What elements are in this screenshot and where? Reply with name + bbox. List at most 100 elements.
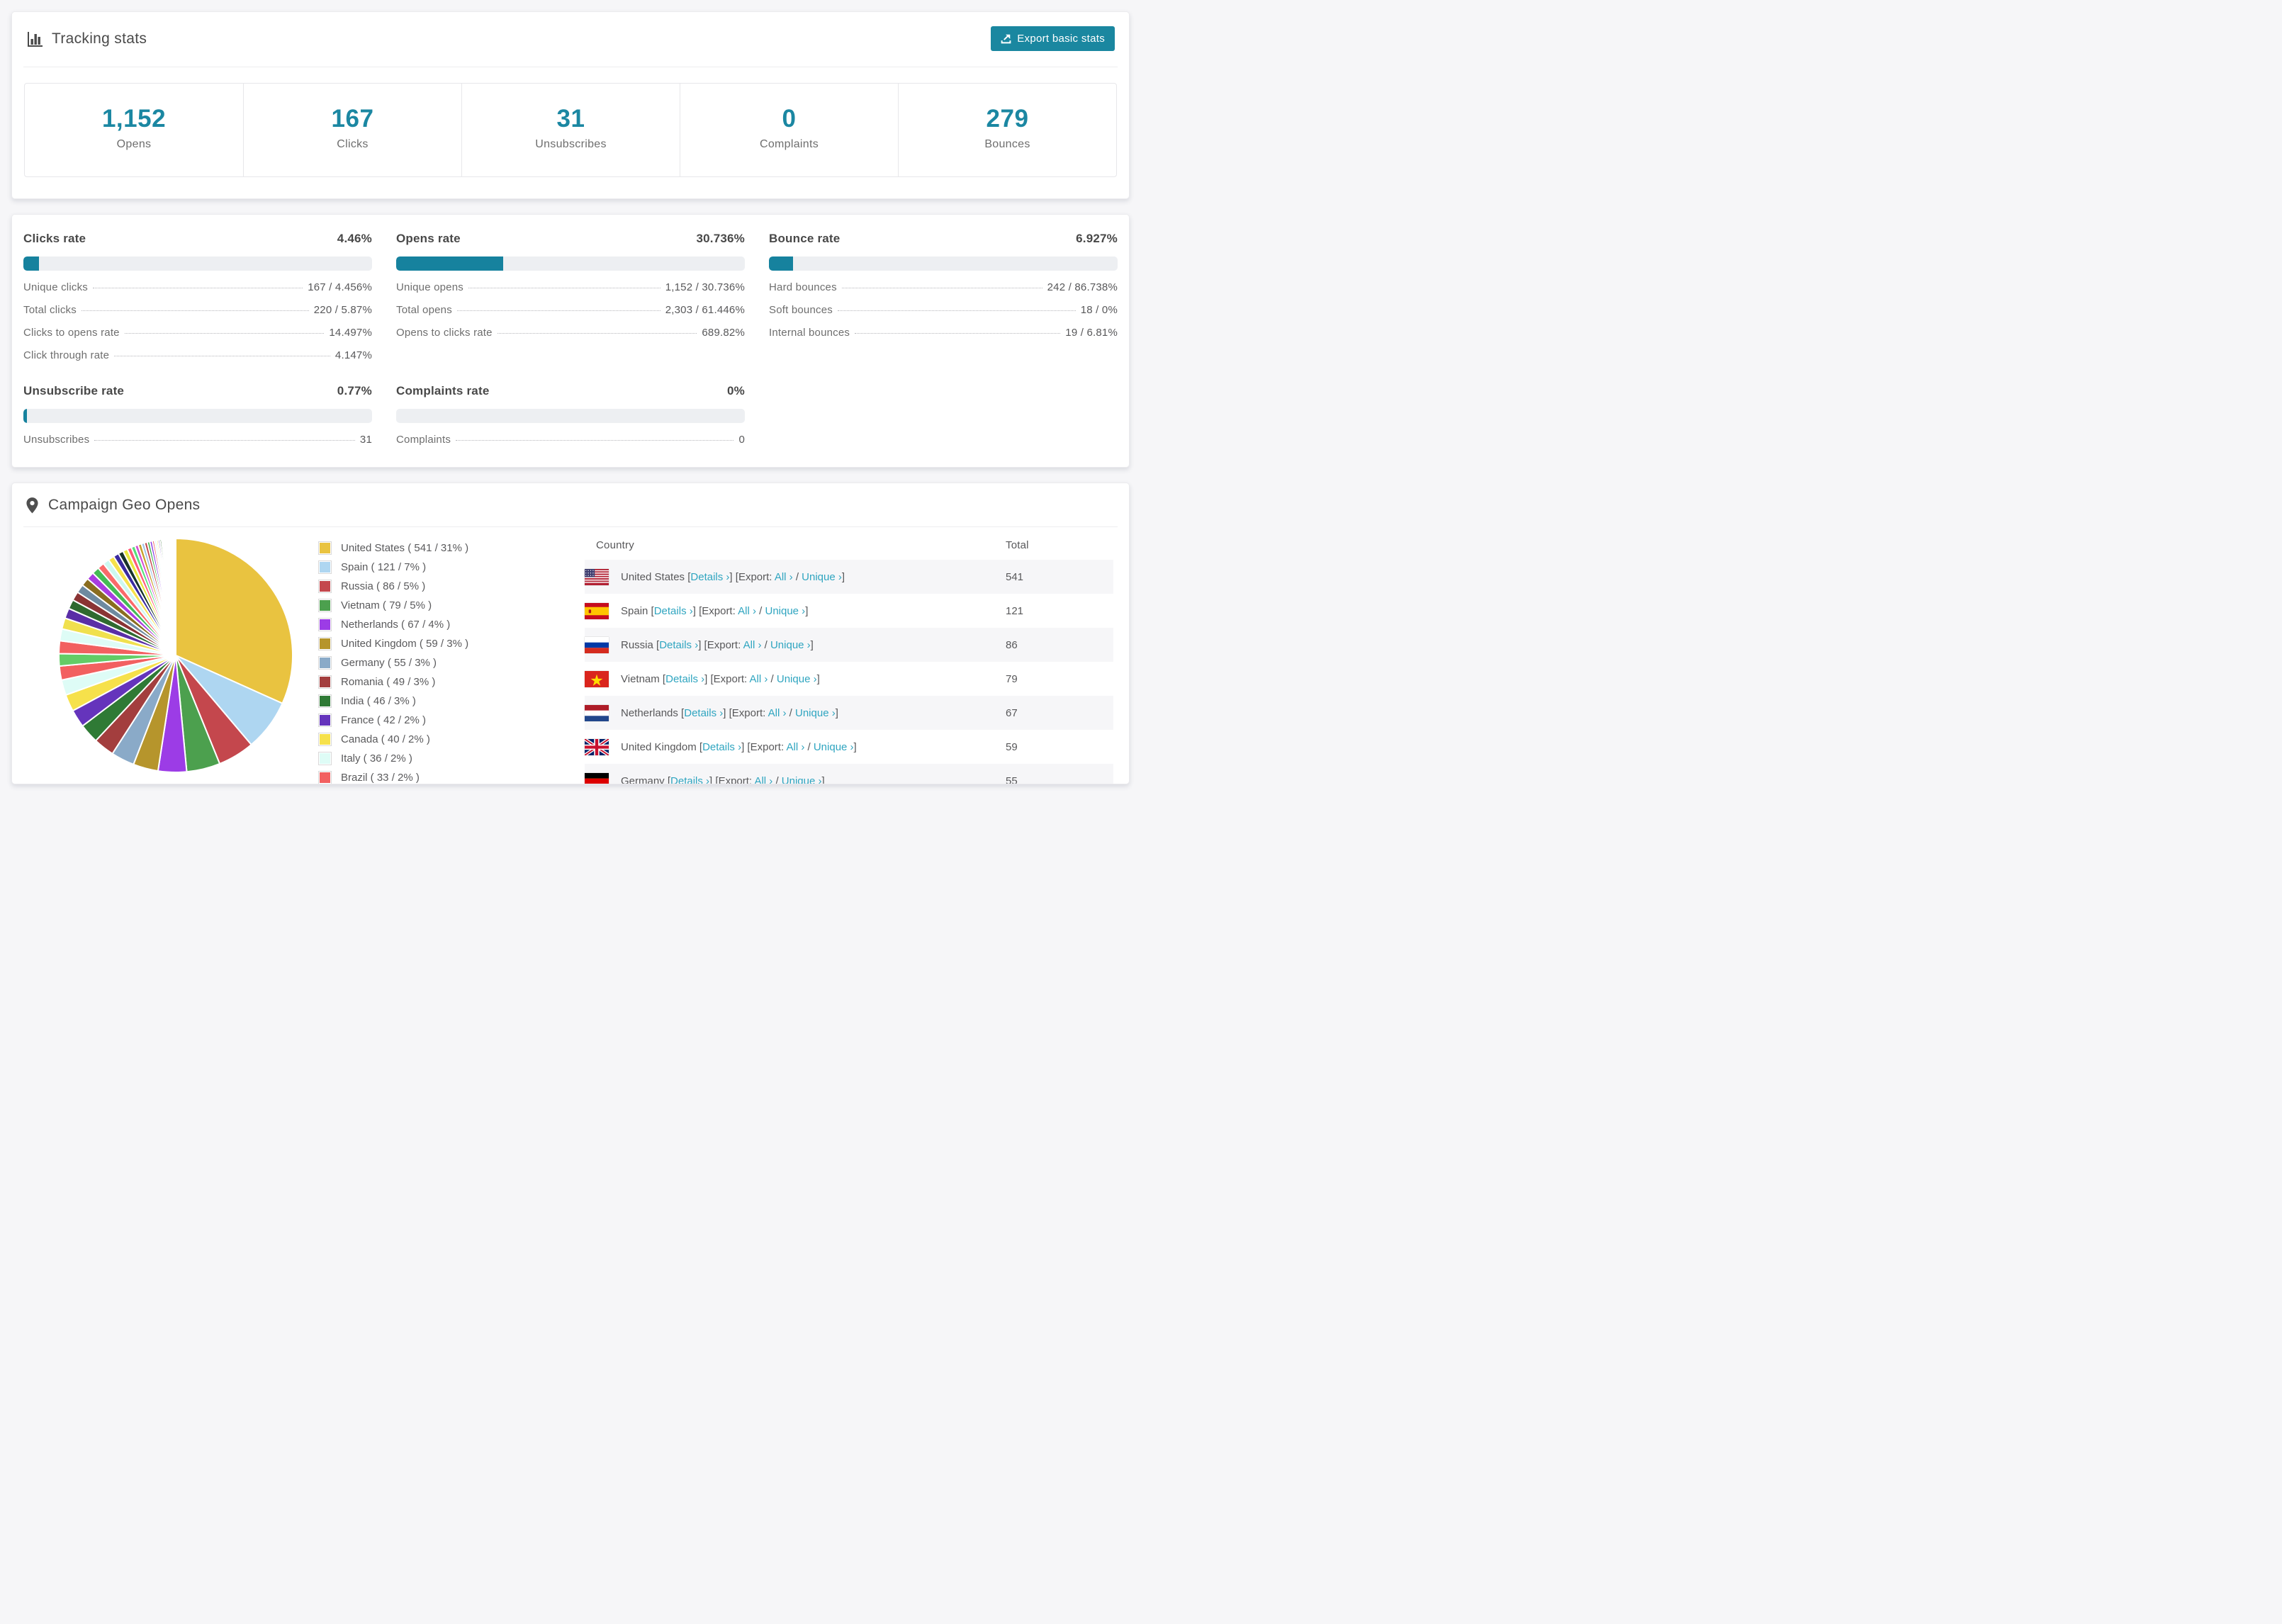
progress-fill bbox=[769, 256, 794, 271]
legend-item: Vietnam ( 79 / 5% ) bbox=[320, 596, 505, 615]
details-link[interactable]: Details › bbox=[653, 604, 693, 617]
legend-item: Russia ( 86 / 5% ) bbox=[320, 577, 505, 596]
rate-row: Total opens 2,303 / 61.446% bbox=[396, 304, 745, 316]
export-all-link[interactable]: All › bbox=[743, 638, 762, 651]
progress-fill bbox=[23, 409, 27, 423]
legend-item: Romania ( 49 / 3% ) bbox=[320, 672, 505, 692]
export-icon bbox=[1001, 33, 1011, 44]
campaign-geo-opens-card: Campaign Geo Opens United States ( 541 /… bbox=[11, 483, 1130, 784]
export-all-link[interactable]: All › bbox=[749, 672, 768, 685]
export-all-link[interactable]: All › bbox=[738, 604, 756, 617]
export-unique-link[interactable]: Unique › bbox=[776, 672, 817, 685]
export-label: Export: bbox=[750, 740, 785, 753]
export-all-link[interactable]: All › bbox=[786, 740, 805, 753]
rate-row: Total clicks 220 / 5.87% bbox=[23, 304, 372, 316]
summary-stats-grid: 1,152 Opens 167 Clicks 31 Unsubscribes 0 Compla… bbox=[24, 83, 1117, 177]
rate-row: Clicks to opens rate 14.497% bbox=[23, 327, 372, 339]
export-unique-link[interactable]: Unique › bbox=[765, 604, 806, 617]
legend-item: France ( 42 / 2% ) bbox=[320, 711, 505, 730]
stat-value: 167 bbox=[331, 105, 374, 132]
dotted-leader bbox=[497, 333, 697, 334]
export-basic-stats-button[interactable]: Export basic stats bbox=[991, 26, 1115, 51]
stat-label: Opens bbox=[116, 138, 152, 150]
legend-label: France ( 42 / 2% ) bbox=[341, 714, 427, 726]
rate-row: Click through rate 4.147% bbox=[23, 349, 372, 361]
rate-row: Unique opens 1,152 / 30.736% bbox=[396, 281, 745, 293]
export-unique-link[interactable]: Unique › bbox=[770, 638, 811, 651]
legend-item: India ( 46 / 3% ) bbox=[320, 692, 505, 711]
dotted-leader bbox=[124, 333, 325, 334]
legend-label: Vietnam ( 79 / 5% ) bbox=[341, 599, 432, 611]
rate-row-value: 167 / 4.456% bbox=[308, 281, 372, 293]
rate-row-label: Total clicks bbox=[23, 304, 77, 316]
export-unique-link[interactable]: Unique › bbox=[795, 706, 836, 719]
rate-row-value: 0 bbox=[738, 434, 745, 446]
rate-title: Unsubscribe rate bbox=[23, 384, 125, 397]
export-label: Export: bbox=[731, 706, 766, 719]
legend-item: United Kingdom ( 59 / 3% ) bbox=[320, 634, 505, 653]
legend-label: Brazil ( 33 / 2% ) bbox=[341, 772, 420, 784]
stat-label: Complaints bbox=[759, 138, 819, 150]
rate-row-value: 19 / 6.81% bbox=[1065, 327, 1118, 339]
export-unique-link[interactable]: Unique › bbox=[781, 774, 822, 784]
export-label: Export: bbox=[713, 672, 748, 685]
country-name: United Kingdom bbox=[621, 740, 697, 753]
dotted-leader bbox=[456, 440, 734, 441]
export-all-link[interactable]: All › bbox=[768, 706, 787, 719]
legend-item: Netherlands ( 67 / 4% ) bbox=[320, 615, 505, 634]
stat-label: Unsubscribes bbox=[535, 138, 607, 150]
export-label: Export: bbox=[738, 570, 772, 583]
stat-label: Clicks bbox=[337, 138, 369, 150]
rate-value: 30.736% bbox=[696, 232, 745, 245]
details-link[interactable]: Details › bbox=[702, 740, 742, 753]
rate-title: Bounce rate bbox=[769, 232, 841, 245]
legend-swatch bbox=[320, 715, 330, 726]
column-header-total: Total bbox=[1006, 538, 1029, 551]
legend-label: Romania ( 49 / 3% ) bbox=[341, 676, 436, 688]
ru-flag-icon bbox=[585, 636, 609, 653]
geo-table-header: Country Total bbox=[585, 530, 1113, 560]
rate-row-value: 4.147% bbox=[335, 349, 372, 361]
legend-label: Germany ( 55 / 3% ) bbox=[341, 657, 437, 669]
rate-title: Opens rate bbox=[396, 232, 461, 245]
country-name: Germany bbox=[621, 774, 665, 784]
details-link[interactable]: Details › bbox=[670, 774, 710, 784]
export-label: Export: bbox=[718, 774, 753, 784]
geo-table: Country Total United States [Details ›] … bbox=[585, 530, 1113, 784]
legend-label: Netherlands ( 67 / 4% ) bbox=[341, 619, 451, 631]
geo-table-row: Germany [Details ›] [Export: All › / Uni… bbox=[585, 764, 1113, 784]
legend-item: Italy ( 36 / 2% ) bbox=[320, 749, 505, 768]
gb-flag-icon bbox=[585, 738, 609, 755]
rate-row-label: Unsubscribes bbox=[23, 434, 90, 446]
legend-swatch bbox=[320, 696, 330, 706]
rate-value: 0.77% bbox=[337, 384, 372, 397]
es-flag-icon bbox=[585, 602, 609, 619]
legend-swatch bbox=[320, 753, 330, 764]
details-link[interactable]: Details › bbox=[665, 672, 705, 685]
legend-item: United States ( 541 / 31% ) bbox=[320, 538, 505, 558]
stat-bounces: 279 Bounces bbox=[898, 84, 1116, 176]
progress-track bbox=[396, 256, 745, 271]
stat-unsubscribes: 31 Unsubscribes bbox=[461, 84, 680, 176]
legend-swatch bbox=[320, 562, 330, 573]
rate-panel-clicks-rate: Clicks rate 4.46% Unique clicks 167 / 4.456… bbox=[23, 232, 372, 361]
rate-row-label: Click through rate bbox=[23, 349, 110, 361]
rate-row-value: 18 / 0% bbox=[1080, 304, 1118, 316]
details-link[interactable]: Details › bbox=[659, 638, 699, 651]
legend-swatch bbox=[320, 658, 330, 668]
geo-section-title: Campaign Geo Opens bbox=[48, 497, 201, 513]
export-all-link[interactable]: All › bbox=[754, 774, 773, 784]
details-link[interactable]: Details › bbox=[690, 570, 730, 583]
geo-table-row: Russia [Details ›] [Export: All › / Uniq… bbox=[585, 628, 1113, 662]
rate-row-value: 2,303 / 61.446% bbox=[665, 304, 745, 316]
export-unique-link[interactable]: Unique › bbox=[802, 570, 842, 583]
stat-value: 31 bbox=[556, 105, 585, 132]
country-total: 86 bbox=[1006, 638, 1018, 651]
export-unique-link[interactable]: Unique › bbox=[813, 740, 854, 753]
export-all-link[interactable]: All › bbox=[774, 570, 793, 583]
rate-value: 4.46% bbox=[337, 232, 372, 245]
details-link[interactable]: Details › bbox=[684, 706, 724, 719]
rate-value: 0% bbox=[727, 384, 745, 397]
legend-swatch bbox=[320, 600, 330, 611]
dotted-leader bbox=[81, 310, 309, 311]
